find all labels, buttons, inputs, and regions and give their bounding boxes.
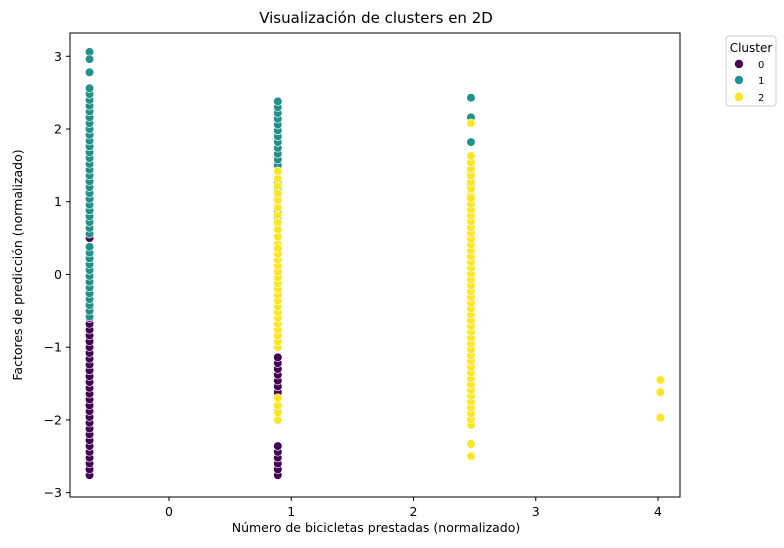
x-tick-label: 0 — [165, 504, 173, 519]
data-point-cluster-2 — [466, 439, 476, 449]
plot-frame — [69, 32, 681, 498]
x-tick-label: 3 — [532, 504, 540, 519]
y-tick-label: −2 — [44, 412, 62, 427]
data-point-cluster-1 — [466, 93, 476, 103]
data-point-cluster-2 — [273, 243, 283, 253]
data-point-cluster-2 — [273, 393, 283, 403]
points-layer — [84, 47, 666, 480]
data-point-cluster-2 — [466, 151, 476, 161]
y-tick-label: 1 — [54, 194, 62, 209]
x-tick-label: 2 — [410, 504, 418, 519]
y-axis: −3 −2 −1 0 1 2 3 — [44, 49, 70, 500]
x-axis-label: Número de bicicletas prestadas (normaliz… — [232, 520, 521, 535]
data-point-cluster-0 — [273, 352, 283, 362]
y-tick-label: −3 — [44, 485, 62, 500]
legend-marker-2 — [734, 92, 744, 102]
legend-marker-0 — [734, 59, 744, 69]
data-point-cluster-2 — [466, 118, 476, 128]
data-point-cluster-2 — [466, 193, 476, 203]
data-point-cluster-2 — [655, 375, 666, 385]
y-tick-label: 2 — [54, 122, 62, 137]
data-point-cluster-1 — [273, 96, 283, 106]
x-axis: 0 1 2 3 4 — [165, 497, 662, 519]
data-point-cluster-2 — [655, 387, 666, 397]
y-tick-label: −1 — [44, 340, 62, 355]
data-point-cluster-2 — [466, 451, 476, 461]
x-tick-label: 4 — [654, 504, 662, 519]
y-tick-label: 0 — [54, 267, 62, 282]
legend-label-1: 1 — [758, 76, 764, 87]
y-axis-label: Factores de predicción (normalizado) — [10, 149, 25, 380]
legend-box — [725, 35, 777, 107]
legend-label-2: 2 — [758, 93, 764, 104]
data-point-cluster-1 — [466, 137, 476, 147]
legend-title: Cluster — [730, 41, 773, 55]
data-point-cluster-1 — [84, 242, 95, 252]
legend-label-0: 0 — [758, 60, 764, 71]
legend-marker-1 — [734, 75, 744, 85]
x-tick-label: 1 — [287, 504, 295, 519]
data-point-cluster-2 — [273, 166, 283, 176]
y-tick-label: 3 — [54, 49, 62, 64]
data-point-cluster-1 — [84, 67, 95, 77]
data-point-cluster-2 — [655, 413, 666, 423]
data-point-cluster-0 — [273, 441, 283, 451]
data-point-cluster-1 — [84, 54, 95, 64]
chart-title: Visualización de clusters en 2D — [259, 9, 493, 27]
data-point-cluster-1 — [84, 83, 95, 93]
legend: Cluster 0 1 2 — [725, 35, 777, 107]
